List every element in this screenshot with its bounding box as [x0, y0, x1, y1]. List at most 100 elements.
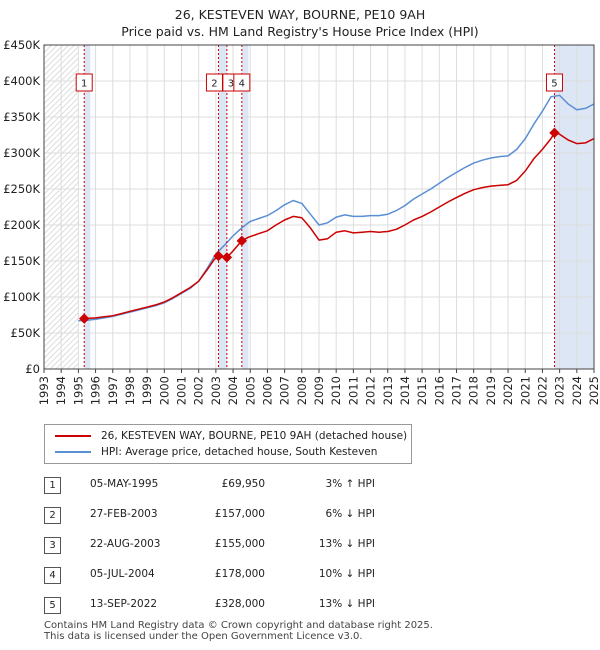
table-row: 2 27-FEB-2003 £157,000 6% ↓ HPI [0, 500, 600, 530]
sale-price: £328,000 [214, 598, 265, 610]
legend-swatch-blue [55, 451, 91, 453]
x-tick-label: 2022 [535, 376, 549, 405]
y-tick-label: £100K [3, 290, 40, 304]
legend-swatch-red [55, 435, 91, 437]
footer-licence: This data is licensed under the Open Gov… [44, 631, 363, 642]
table-row: 4 05-JUL-2004 £178,000 10% ↓ HPI [0, 560, 600, 590]
x-tick-label: 2007 [278, 376, 292, 405]
sale-hpi-diff: 13% ↓ HPI [318, 598, 375, 610]
sale-price: £69,950 [221, 478, 265, 490]
x-tick-label: 2012 [364, 376, 378, 405]
table-row: 1 05-MAY-1995 £69,950 3% ↑ HPI [0, 470, 600, 500]
x-tick-label: 2002 [192, 376, 206, 405]
x-tick-label: 2023 [553, 376, 567, 405]
sale-label-number: 5 [551, 79, 557, 90]
sale-date: 27-FEB-2003 [90, 508, 158, 520]
legend-label-hpi: HPI: Average price, detached house, Sout… [101, 446, 378, 458]
sale-hpi-diff: 13% ↓ HPI [318, 538, 375, 550]
sale-date: 13-SEP-2022 [90, 598, 158, 610]
x-tick-label: 1999 [140, 376, 154, 405]
x-tick-label: 2016 [432, 376, 446, 405]
sale-point [236, 235, 248, 247]
sale-price: £155,000 [214, 538, 265, 550]
sale-number-badge: 1 [44, 477, 61, 494]
x-tick-label: 2025 [587, 376, 600, 405]
x-tick-label: 2017 [450, 376, 464, 405]
x-tick-label: 2011 [346, 376, 360, 405]
sale-date: 05-JUL-2004 [90, 568, 155, 580]
x-tick-label: 2008 [295, 376, 309, 405]
shaded-region [241, 45, 249, 369]
y-tick-label: £50K [11, 326, 41, 340]
sale-label-box [545, 73, 563, 92]
x-tick-label: 1993 [37, 376, 51, 405]
x-tick-label: 2006 [260, 376, 274, 405]
sale-label-number: 3 [228, 79, 234, 90]
y-tick-label: £300K [3, 146, 40, 160]
sale-label-number: 1 [81, 79, 87, 90]
x-tick-label: 2018 [467, 376, 481, 405]
sale-date: 22-AUG-2003 [90, 538, 161, 550]
x-tick-label: 2020 [501, 376, 515, 405]
y-tick-label: £250K [3, 182, 40, 196]
footer-copyright: Contains HM Land Registry data © Crown c… [44, 620, 433, 631]
x-tick-label: 2021 [518, 376, 532, 405]
sale-price: £178,000 [214, 568, 265, 580]
sale-hpi-diff: 10% ↓ HPI [318, 568, 375, 580]
x-tick-label: 1998 [123, 376, 137, 405]
sale-date: 05-MAY-1995 [90, 478, 159, 490]
shaded-region [84, 45, 91, 369]
plot-frame [43, 44, 595, 370]
x-tick-label: 2009 [312, 376, 326, 405]
sale-price: £157,000 [214, 508, 265, 520]
y-tick-label: £0 [25, 362, 40, 376]
x-tick-label: 1997 [106, 376, 120, 405]
y-tick-label: £350K [3, 110, 40, 124]
sale-point [79, 313, 90, 324]
table-row: 5 13-SEP-2022 £328,000 13% ↓ HPI [0, 590, 600, 620]
y-tick-label: £450K [3, 38, 40, 52]
property-series-line [84, 132, 595, 320]
sale-label-number: 4 [239, 79, 245, 90]
x-tick-label: 2019 [484, 376, 498, 405]
sale-hpi-diff: 3% ↑ HPI [325, 478, 375, 490]
table-row: 3 22-AUG-2003 £155,000 13% ↓ HPI [0, 530, 600, 560]
sale-hpi-diff: 6% ↓ HPI [325, 508, 375, 520]
title-line-1: 26, KESTEVEN WAY, BOURNE, PE10 9AH [174, 7, 426, 22]
x-tick-label: 2024 [570, 376, 584, 405]
sale-point [221, 252, 233, 263]
x-tick-label: 2013 [381, 376, 395, 405]
x-tick-label: 2015 [415, 376, 429, 405]
legend-label-property: 26, KESTEVEN WAY, BOURNE, PE10 9AH (deta… [101, 430, 408, 442]
sale-point [549, 127, 560, 139]
x-tick-label: 1995 [71, 376, 85, 405]
footer: Contains HM Land Registry data © Crown c… [44, 620, 433, 642]
x-tick-label: 2010 [329, 376, 343, 405]
sale-point [213, 250, 224, 262]
title-line-2: Price paid vs. HM Land Registry's House … [121, 24, 479, 39]
sale-label-box [75, 73, 93, 92]
sale-number-badge: 4 [44, 567, 61, 584]
chart-title: 26, KESTEVEN WAY, BOURNE, PE10 9AH Price… [0, 6, 600, 40]
x-tick-label: 2014 [398, 376, 412, 405]
x-tick-label: 2005 [243, 376, 257, 405]
sale-number-badge: 2 [44, 507, 61, 524]
hpi-series-line [78, 94, 595, 322]
sale-number-badge: 5 [44, 597, 61, 614]
x-tick-label: 2004 [226, 376, 240, 405]
y-tick-label: £200K [3, 218, 40, 232]
shaded-region [554, 45, 594, 369]
legend: 26, KESTEVEN WAY, BOURNE, PE10 9AH (deta… [44, 424, 412, 464]
x-tick-label: 1996 [89, 376, 103, 405]
x-tick-label: 1994 [54, 376, 68, 405]
sale-label-number: 2 [211, 79, 217, 90]
x-tick-label: 2001 [175, 376, 189, 405]
y-tick-label: £400K [3, 74, 40, 88]
sale-label-box [233, 73, 251, 92]
y-tick-label: £150K [3, 254, 40, 268]
x-tick-label: 2003 [209, 376, 223, 405]
shaded-region [218, 45, 227, 369]
sale-number-badge: 3 [44, 537, 61, 554]
x-tick-label: 2000 [157, 376, 171, 405]
